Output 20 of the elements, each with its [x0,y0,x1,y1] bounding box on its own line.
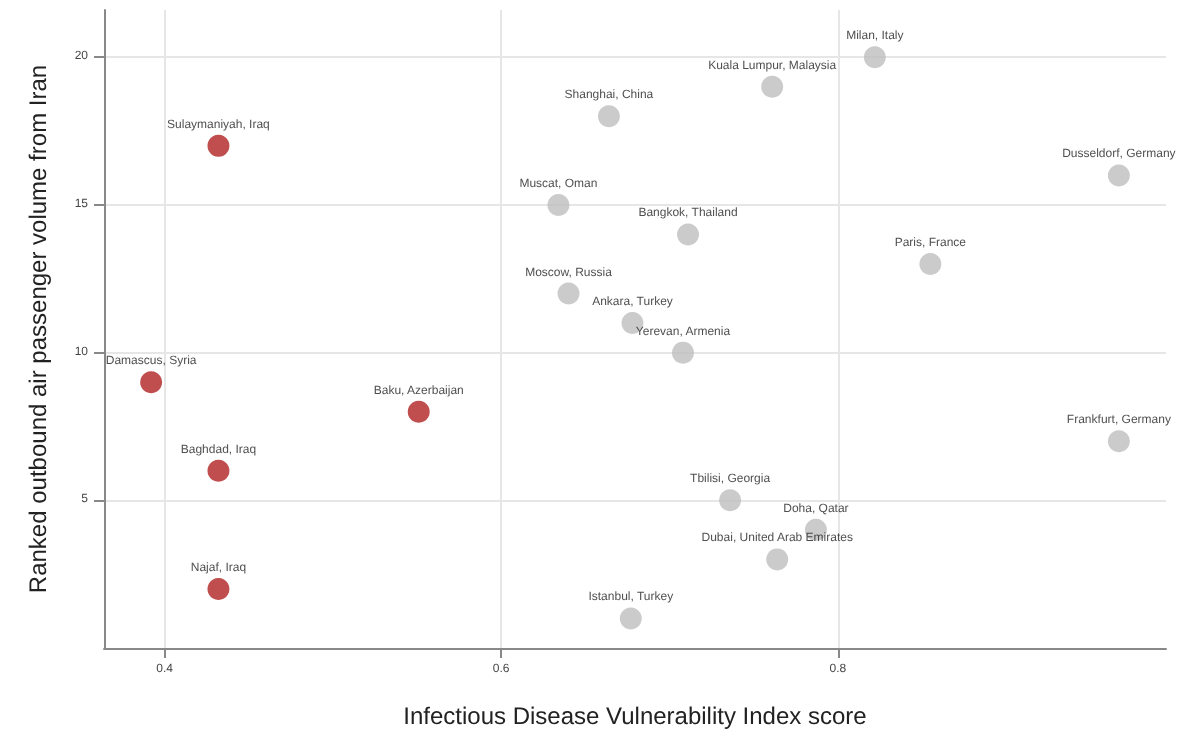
point [140,371,163,394]
point [207,134,230,157]
point [719,489,742,512]
point [761,75,784,98]
point [671,341,694,364]
point [597,105,620,128]
point [207,459,230,482]
point [1107,430,1130,453]
point [919,253,942,276]
point [1107,164,1130,187]
point [677,223,700,246]
x-axis-title: Infectious Disease Vulnerability Index score [403,702,868,730]
point [766,548,789,571]
point [207,577,230,600]
point [407,400,430,423]
point [547,193,570,216]
point [557,282,580,305]
y-axis-title: Ranked outbound air passenger volume from Iran [23,64,52,594]
point [863,46,886,69]
point [619,607,642,630]
